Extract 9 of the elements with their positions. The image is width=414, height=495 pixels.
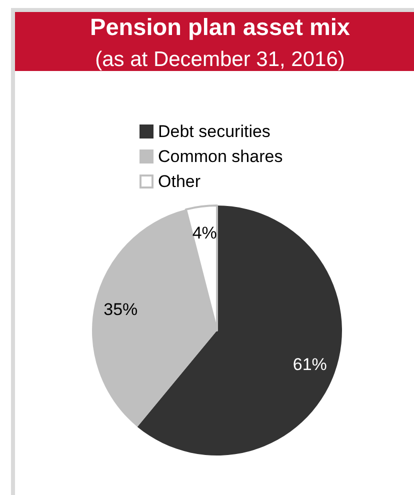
data-label: 4% [192,223,217,242]
data-label: 35% [104,300,138,319]
legend-label: Other [158,172,201,191]
chart-subtitle: (as at December 31, 2016) [95,48,345,71]
chart-title: Pension plan asset mix [90,14,350,40]
pie-slice [137,206,342,456]
legend-label: Common shares [158,147,283,166]
legend-label: Debt securities [158,122,270,141]
data-label: 61% [292,354,327,374]
